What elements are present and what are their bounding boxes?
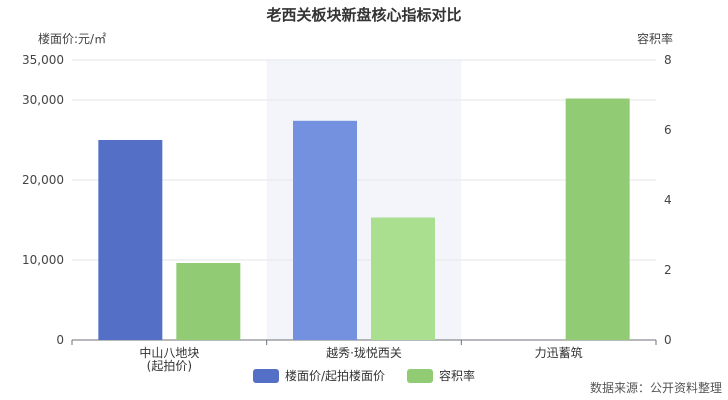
plot-area: 0 10,000 20,000 30,000 35,000 0 2 4 6 8 中山八地块(起拍价)…: [22, 53, 672, 373]
y-right-axis-label: 容积率: [637, 31, 673, 46]
legend: 楼面价/起拍楼面价 容积率: [253, 368, 475, 383]
x-category-label: 力迅蓄筑: [535, 345, 583, 360]
legend-swatch[interactable]: [253, 369, 279, 383]
y-left-tick: 0: [56, 333, 64, 347]
y-right-tick: 6: [664, 123, 672, 137]
bar-price: [98, 140, 163, 340]
legend-label[interactable]: 容积率: [439, 368, 475, 383]
y-left-tick: 35,000: [22, 53, 64, 67]
bar-price: [293, 120, 357, 340]
legend-label[interactable]: 楼面价/起拍楼面价: [285, 368, 385, 383]
legend-swatch[interactable]: [407, 369, 433, 383]
y-right-tick: 8: [664, 53, 672, 67]
bar-plot-ratio: [565, 98, 630, 340]
y-right-tick: 0: [664, 333, 672, 347]
y-left-tick: 30,000: [22, 93, 64, 107]
bar-plot-ratio: [371, 217, 435, 340]
y-left-axis-label: 楼面价:元/㎡: [38, 31, 106, 46]
x-category-label: 中山八地块(起拍价): [139, 345, 199, 373]
y-left-tick: 10,000: [22, 253, 64, 267]
x-category-label: 越秀·珑悦西关: [326, 346, 402, 360]
y-left-tick: 20,000: [22, 173, 64, 187]
source-note: 数据来源：公开资料整理: [590, 380, 722, 395]
y-right-tick: 4: [664, 193, 672, 207]
y-right-tick: 2: [664, 263, 672, 277]
chart-title: 老西关板块新盘核心指标对比: [265, 6, 461, 24]
bar-plot-ratio: [176, 263, 241, 340]
